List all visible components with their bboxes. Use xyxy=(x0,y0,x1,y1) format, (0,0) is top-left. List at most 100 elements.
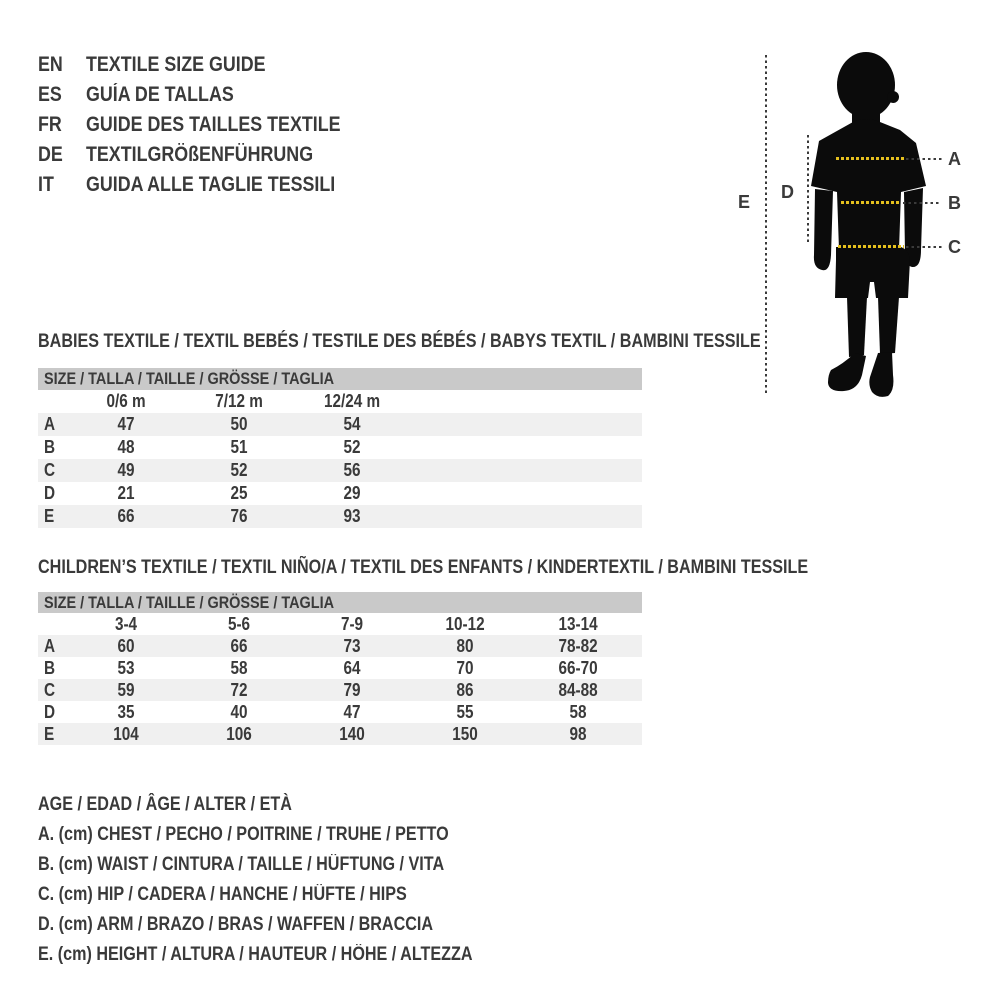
table-cell: 78-82 xyxy=(522,636,635,657)
measure-label-c: C xyxy=(948,237,961,257)
table-cell: 47 xyxy=(296,702,409,723)
cell-text: 66 xyxy=(230,635,249,656)
silhouette-leg-right xyxy=(878,297,899,354)
cell-text: 106 xyxy=(226,723,253,744)
cell-text: 78-82 xyxy=(558,635,599,656)
column-header-text: 13-14 xyxy=(558,613,599,634)
table-row: A 47 50 54 xyxy=(38,413,642,436)
waist-leader-line-b xyxy=(903,202,941,204)
silhouette-shoe-left xyxy=(828,353,866,392)
cell-text: 49 xyxy=(117,460,136,480)
cell-text: 35 xyxy=(117,701,136,722)
silhouette-ear xyxy=(887,91,899,103)
legend-line: A. (cm) CHEST / PECHO / POITRINE / TRUHE… xyxy=(38,820,549,850)
column-header-text: 5-6 xyxy=(228,613,251,634)
table-row: E 104 106 140 150 98 xyxy=(38,723,642,745)
cell-text: 60 xyxy=(117,635,136,656)
language-code-text: EN xyxy=(38,53,63,76)
children-heading-text: CHILDREN’S TEXTILE / TEXTIL NIÑO/A / TEX… xyxy=(38,557,809,578)
measure-label-e: E xyxy=(738,192,751,212)
table-cell: 60 xyxy=(70,636,183,657)
cell-text: 21 xyxy=(117,483,136,503)
table-row: E 66 76 93 xyxy=(38,505,642,528)
hip-measure-line-c xyxy=(838,245,904,248)
column-header: 7/12 m xyxy=(183,391,296,412)
measure-label-a: A xyxy=(948,149,961,169)
language-row: EN TEXTILE SIZE GUIDE xyxy=(38,50,385,80)
cell-text: 47 xyxy=(117,414,136,434)
table-cell: 73 xyxy=(296,636,409,657)
table-cell: 48 xyxy=(70,437,183,458)
row-label: B xyxy=(38,437,70,458)
language-row: FR GUIDE DES TAILLES TEXTILE xyxy=(38,110,385,140)
column-header: 10-12 xyxy=(409,614,522,635)
row-label: E xyxy=(38,506,70,527)
table-cell: 64 xyxy=(296,658,409,679)
cell-text: 66 xyxy=(117,506,136,526)
column-header-text: 7/12 m xyxy=(215,391,264,411)
table-row: B 48 51 52 xyxy=(38,436,642,459)
cell-text: 93 xyxy=(343,506,362,526)
cell-text: 59 xyxy=(117,679,136,700)
table-cell: 80 xyxy=(409,636,522,657)
table-cell: 54 xyxy=(296,414,409,435)
column-header: 0/6 m xyxy=(70,391,183,412)
cell-text: 72 xyxy=(230,679,249,700)
legend-line: C. (cm) HIP / CADERA / HANCHE / HÜFTE / … xyxy=(38,880,549,910)
column-header-text: 7-9 xyxy=(341,613,364,634)
cell-text: 58 xyxy=(569,701,588,722)
cell-text: 55 xyxy=(456,701,475,722)
cell-text: 53 xyxy=(117,657,136,678)
column-header-text: 12/24 m xyxy=(324,391,381,411)
column-header-text: 10-12 xyxy=(445,613,486,634)
language-row: ES GUÍA DE TALLAS xyxy=(38,80,385,110)
column-header: 7-9 xyxy=(296,614,409,635)
children-size-bar: SIZE / TALLA / TAILLE / GRÖSSE / TAGLIA xyxy=(38,592,642,613)
silhouette-shirt xyxy=(811,119,926,250)
waist-measure-line-b xyxy=(841,201,901,204)
table-row: C 49 52 56 xyxy=(38,459,642,482)
table-cell: 35 xyxy=(70,702,183,723)
language-code: ES xyxy=(38,80,86,110)
measurement-legend: AGE / EDAD / ÂGE / ALTER / ETÀ A. (cm) C… xyxy=(38,790,549,970)
cell-text: 50 xyxy=(230,414,249,434)
children-column-header-row: 3-4 5-6 7-9 10-12 13-14 xyxy=(38,613,642,635)
table-cell: 40 xyxy=(183,702,296,723)
row-label: C xyxy=(38,680,70,701)
child-silhouette xyxy=(811,52,926,397)
row-label: D xyxy=(38,702,70,723)
row-label-text: B xyxy=(44,437,56,457)
table-cell: 52 xyxy=(183,460,296,481)
legend-line: AGE / EDAD / ÂGE / ALTER / ETÀ xyxy=(38,790,549,820)
table-row: D 21 25 29 xyxy=(38,482,642,505)
column-header: 5-6 xyxy=(183,614,296,635)
legend-line-text: B. (cm) WAIST / CINTURA / TAILLE / HÜFTU… xyxy=(38,854,445,875)
table-cell: 104 xyxy=(70,724,183,745)
row-label: B xyxy=(38,658,70,679)
measure-label-b: B xyxy=(948,193,961,213)
table-cell: 84-88 xyxy=(522,680,635,701)
row-label-text: B xyxy=(44,657,56,678)
table-cell: 76 xyxy=(183,506,296,527)
language-code: IT xyxy=(38,170,86,200)
table-cell: 21 xyxy=(70,483,183,504)
language-row: IT GUIDA ALLE TAGLIE TESSILI xyxy=(38,170,385,200)
cell-text: 104 xyxy=(113,723,140,744)
cell-text: 48 xyxy=(117,437,136,457)
babies-size-table: SIZE / TALLA / TAILLE / GRÖSSE / TAGLIA … xyxy=(38,368,642,528)
table-cell: 29 xyxy=(296,483,409,504)
children-section-heading: CHILDREN’S TEXTILE / TEXTIL NIÑO/A / TEX… xyxy=(38,557,944,579)
children-size-bar-text: SIZE / TALLA / TAILLE / GRÖSSE / TAGLIA xyxy=(44,592,335,612)
table-row: A 60 66 73 80 78-82 xyxy=(38,635,642,657)
legend-line: B. (cm) WAIST / CINTURA / TAILLE / HÜFTU… xyxy=(38,850,549,880)
column-header: 12/24 m xyxy=(296,391,409,412)
table-cell: 25 xyxy=(183,483,296,504)
table-cell: 53 xyxy=(70,658,183,679)
language-code: FR xyxy=(38,110,86,140)
column-header: 13-14 xyxy=(522,614,635,635)
row-label: E xyxy=(38,724,70,745)
cell-text: 64 xyxy=(343,657,362,678)
table-cell: 51 xyxy=(183,437,296,458)
table-row: C 59 72 79 86 84-88 xyxy=(38,679,642,701)
